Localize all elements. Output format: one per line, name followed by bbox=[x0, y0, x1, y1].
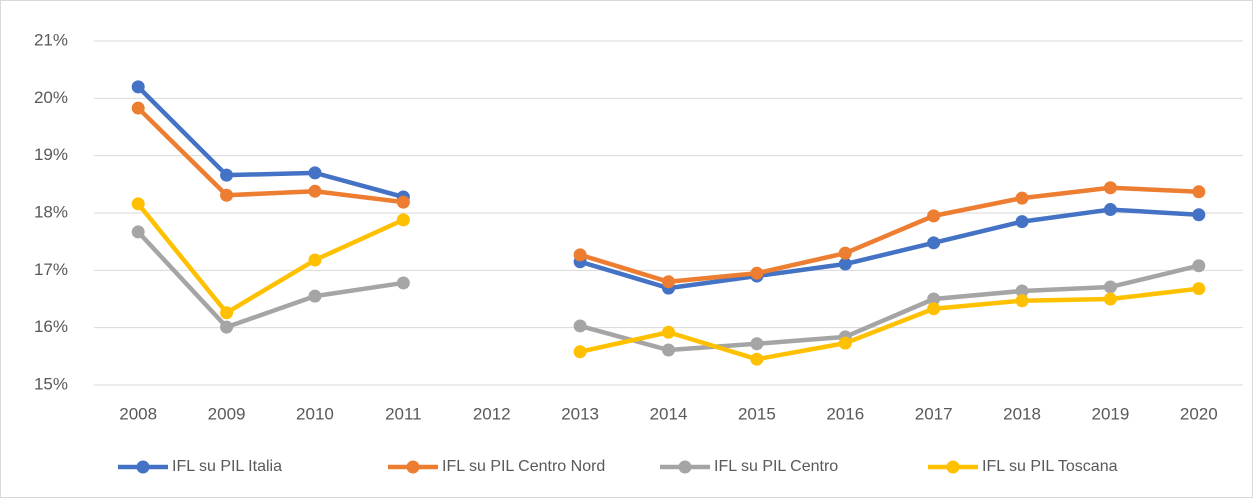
data-point bbox=[573, 319, 587, 333]
x-tick-label: 2014 bbox=[650, 404, 688, 423]
data-point bbox=[131, 197, 145, 211]
legend-label: IFL su PIL Toscana bbox=[982, 458, 1118, 475]
data-point bbox=[1015, 215, 1029, 229]
x-tick-label: 2015 bbox=[738, 404, 776, 423]
y-tick-label: 21% bbox=[34, 30, 68, 49]
legend-marker bbox=[946, 460, 960, 474]
legend-label: IFL su PIL Italia bbox=[172, 458, 282, 475]
data-point bbox=[838, 336, 852, 350]
data-point bbox=[662, 343, 675, 357]
y-tick-label: 18% bbox=[34, 202, 68, 221]
x-tick-label: 2010 bbox=[296, 404, 334, 423]
data-point bbox=[1103, 181, 1117, 195]
legend-marker bbox=[136, 460, 150, 474]
data-point bbox=[750, 337, 764, 351]
legend-marker bbox=[678, 460, 692, 474]
series-line bbox=[579, 207, 1199, 291]
data-point bbox=[927, 292, 941, 306]
data-point bbox=[308, 184, 322, 198]
data-point bbox=[662, 275, 675, 289]
x-tick-label: 2013 bbox=[561, 404, 599, 423]
data-point bbox=[1015, 284, 1029, 298]
data-point bbox=[1192, 208, 1206, 222]
data-point bbox=[220, 168, 234, 182]
series-line bbox=[136, 202, 405, 316]
data-point bbox=[750, 266, 764, 280]
data-point bbox=[838, 257, 852, 271]
data-point bbox=[1103, 280, 1117, 294]
data-point bbox=[838, 246, 852, 260]
data-point bbox=[927, 302, 941, 316]
x-tick-label: 2009 bbox=[208, 404, 246, 423]
series-line bbox=[136, 230, 404, 330]
data-point bbox=[220, 306, 234, 320]
x-tick-label: 2019 bbox=[1092, 404, 1130, 423]
data-point bbox=[220, 320, 234, 334]
data-point bbox=[927, 236, 941, 250]
data-point bbox=[308, 289, 322, 303]
x-tick-label: 2020 bbox=[1180, 404, 1218, 423]
data-point bbox=[1192, 282, 1206, 296]
data-point bbox=[396, 195, 410, 209]
data-point bbox=[662, 325, 675, 339]
data-point bbox=[1192, 185, 1206, 199]
data-point bbox=[573, 248, 587, 262]
data-point bbox=[1192, 259, 1206, 273]
series-line bbox=[579, 286, 1200, 362]
data-point bbox=[396, 276, 410, 290]
data-point bbox=[308, 166, 322, 180]
series-line bbox=[136, 106, 404, 205]
x-tick-label: 2018 bbox=[1003, 404, 1041, 423]
y-tick-label: 20% bbox=[34, 88, 68, 107]
y-tick-label: 15% bbox=[34, 374, 68, 393]
data-point bbox=[1103, 292, 1117, 306]
x-tick-label: 2012 bbox=[473, 404, 511, 423]
y-tick-label: 16% bbox=[34, 317, 68, 336]
data-point bbox=[220, 188, 234, 202]
x-tick-label: 2016 bbox=[826, 404, 864, 423]
data-point bbox=[308, 253, 322, 267]
legend-label: IFL su PIL Centro bbox=[714, 458, 838, 475]
legend-marker bbox=[406, 460, 420, 474]
series-line bbox=[136, 85, 404, 200]
data-point bbox=[750, 352, 764, 366]
series-line bbox=[579, 263, 1200, 353]
series-line bbox=[579, 185, 1199, 285]
y-tick-label: 17% bbox=[34, 260, 68, 279]
data-point bbox=[1015, 294, 1029, 308]
x-tick-label: 2011 bbox=[385, 404, 422, 423]
data-point bbox=[1015, 191, 1029, 205]
x-tick-label: 2017 bbox=[915, 404, 953, 423]
data-point bbox=[396, 213, 410, 227]
y-tick-label: 19% bbox=[34, 145, 68, 164]
legend-label: IFL su PIL Centro Nord bbox=[442, 458, 605, 475]
data-point bbox=[131, 101, 145, 115]
data-point bbox=[573, 345, 587, 359]
data-point bbox=[927, 209, 941, 223]
data-point bbox=[131, 80, 145, 94]
data-point bbox=[1103, 203, 1117, 217]
data-point bbox=[131, 225, 145, 239]
x-tick-label: 2008 bbox=[119, 404, 157, 423]
